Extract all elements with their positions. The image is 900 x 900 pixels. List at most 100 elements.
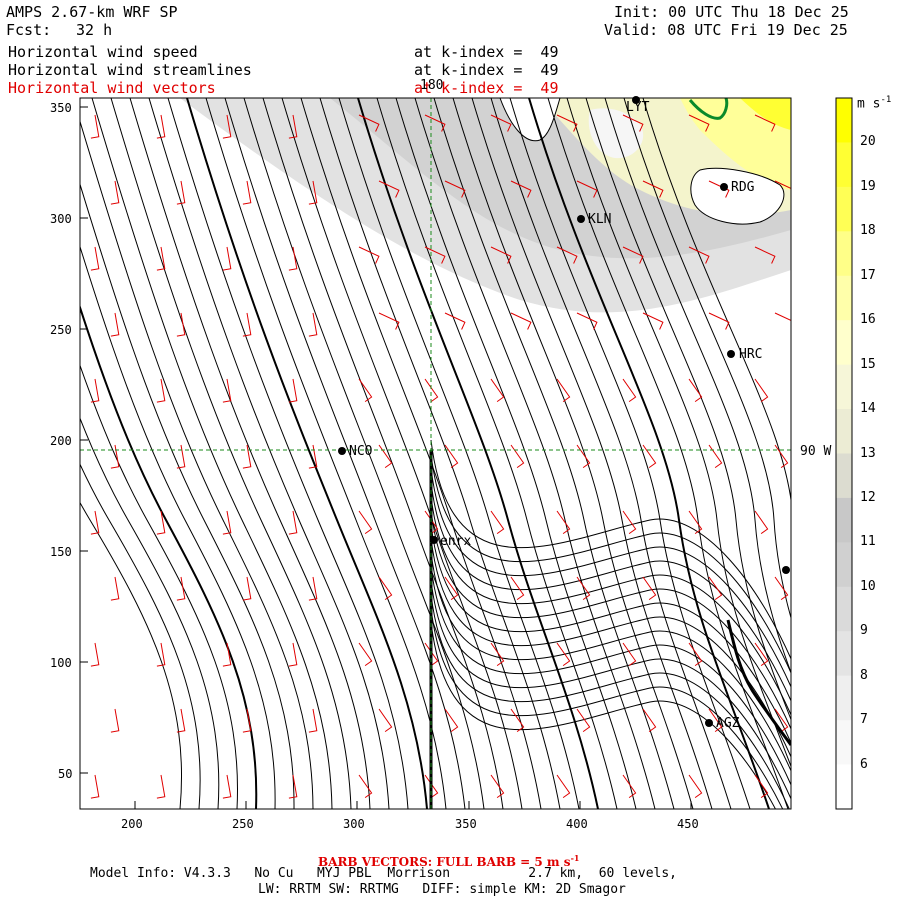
wind-barb — [754, 642, 769, 667]
wind-speed-shading — [80, 98, 791, 809]
streamline — [338, 98, 580, 809]
wind-barb — [110, 312, 120, 337]
wind-barb — [576, 708, 591, 733]
wind-barb — [308, 708, 318, 733]
wind-barb — [424, 114, 446, 132]
streamline — [281, 98, 523, 809]
station-east-marker — [782, 566, 790, 574]
wind-barb — [774, 180, 791, 190]
wind-barb — [688, 510, 703, 535]
wind-barb — [424, 246, 446, 264]
colorbar-label: 18 — [860, 223, 876, 239]
station-label-agz: AGZ — [716, 716, 740, 731]
wind-barb — [176, 312, 186, 337]
colorbar-swatch — [836, 542, 852, 588]
streamline — [91, 98, 333, 809]
y-tick-label: 100 — [50, 656, 72, 670]
wind-barb — [378, 180, 400, 198]
wind-barb — [688, 642, 703, 667]
wind-barb — [110, 576, 120, 601]
wind-barb — [176, 180, 186, 205]
wind-barb — [444, 708, 459, 733]
wind-barb — [288, 246, 298, 271]
wind-barb — [288, 642, 298, 667]
wind-barb — [288, 114, 298, 139]
streamline — [80, 182, 295, 809]
wind-barb — [622, 378, 637, 403]
colorbar-swatch — [836, 98, 852, 143]
colorbar-swatch — [836, 631, 852, 677]
wind-barb — [576, 576, 591, 601]
wind-barb — [510, 180, 532, 198]
wind-barb — [708, 708, 723, 733]
forecast-hour: 32 h — [76, 21, 113, 39]
streamline — [80, 119, 314, 809]
parallel-label: 90 W — [800, 444, 832, 459]
wind-barb — [642, 576, 657, 601]
streamline — [430, 453, 791, 675]
wind-barb — [622, 642, 637, 667]
wind-barb — [110, 708, 120, 733]
wind-barb — [222, 774, 232, 799]
streamline — [430, 509, 791, 731]
y-tick-label: 50 — [58, 767, 73, 781]
colorbar-label: 17 — [860, 267, 876, 283]
streamline — [430, 467, 791, 689]
wind-barb — [156, 378, 166, 403]
field-name-vectors: Horizontal wind vectors — [8, 79, 216, 97]
wind-barb — [242, 312, 252, 337]
colorbar-swatch — [836, 320, 852, 366]
wind-barb — [358, 246, 380, 264]
wind-barb — [490, 246, 512, 264]
wind-barb — [708, 180, 730, 198]
wind-barb — [90, 246, 100, 271]
wind-barb — [688, 246, 710, 264]
station-label-nco: NCO — [349, 444, 373, 459]
streamline — [471, 98, 713, 809]
field-level-wind-speed: at k-index = 49 — [414, 43, 559, 61]
wind-barb — [424, 510, 439, 535]
streamline — [430, 481, 791, 703]
wind-barb — [708, 312, 730, 330]
y-tick-label: 150 — [50, 545, 72, 559]
wind-barb — [510, 444, 525, 469]
colorbar-swatch — [836, 364, 852, 410]
colorbar-label: 9 — [860, 623, 868, 639]
wind-barb — [444, 444, 459, 469]
colorbar-unit: m s-1 — [857, 95, 892, 112]
colorbar-swatch — [836, 764, 852, 810]
wind-barb — [378, 444, 393, 469]
streamline — [430, 439, 791, 661]
streamline — [80, 501, 183, 809]
wind-barb — [708, 576, 723, 601]
colorbar-label: 7 — [860, 712, 868, 728]
streamline — [490, 98, 732, 809]
x-tick-label: 200 — [121, 817, 143, 831]
wind-barb — [358, 510, 373, 535]
axis-ticks — [80, 106, 692, 809]
colorbar-label: 20 — [860, 134, 876, 150]
field-level-streamlines: at k-index = 49 — [414, 61, 559, 79]
streamline — [430, 607, 784, 809]
wind-barb — [378, 312, 400, 330]
colorbar-label: 13 — [860, 445, 876, 461]
colorbar-label: 11 — [860, 534, 876, 550]
streamline — [357, 98, 599, 809]
wind-barb — [622, 510, 637, 535]
wind-barb — [556, 378, 571, 403]
wind-barb — [156, 642, 166, 667]
barb-note: BARB VECTORS: FULL BARB = 5 m s-1 — [318, 853, 580, 869]
wind-barb — [510, 708, 525, 733]
wind-barb — [754, 114, 776, 132]
wind-barb — [754, 510, 769, 535]
wind-barb — [242, 576, 252, 601]
wind-barb — [622, 774, 637, 799]
streamline — [528, 98, 770, 809]
wind-barb — [490, 774, 505, 799]
wind-barb — [288, 510, 298, 535]
colorbar-label: 12 — [860, 489, 876, 505]
x-tick-label: 400 — [566, 817, 588, 831]
model-title: AMPS 2.67-km WRF SP — [6, 3, 178, 21]
colorbar-swatch — [836, 142, 852, 188]
